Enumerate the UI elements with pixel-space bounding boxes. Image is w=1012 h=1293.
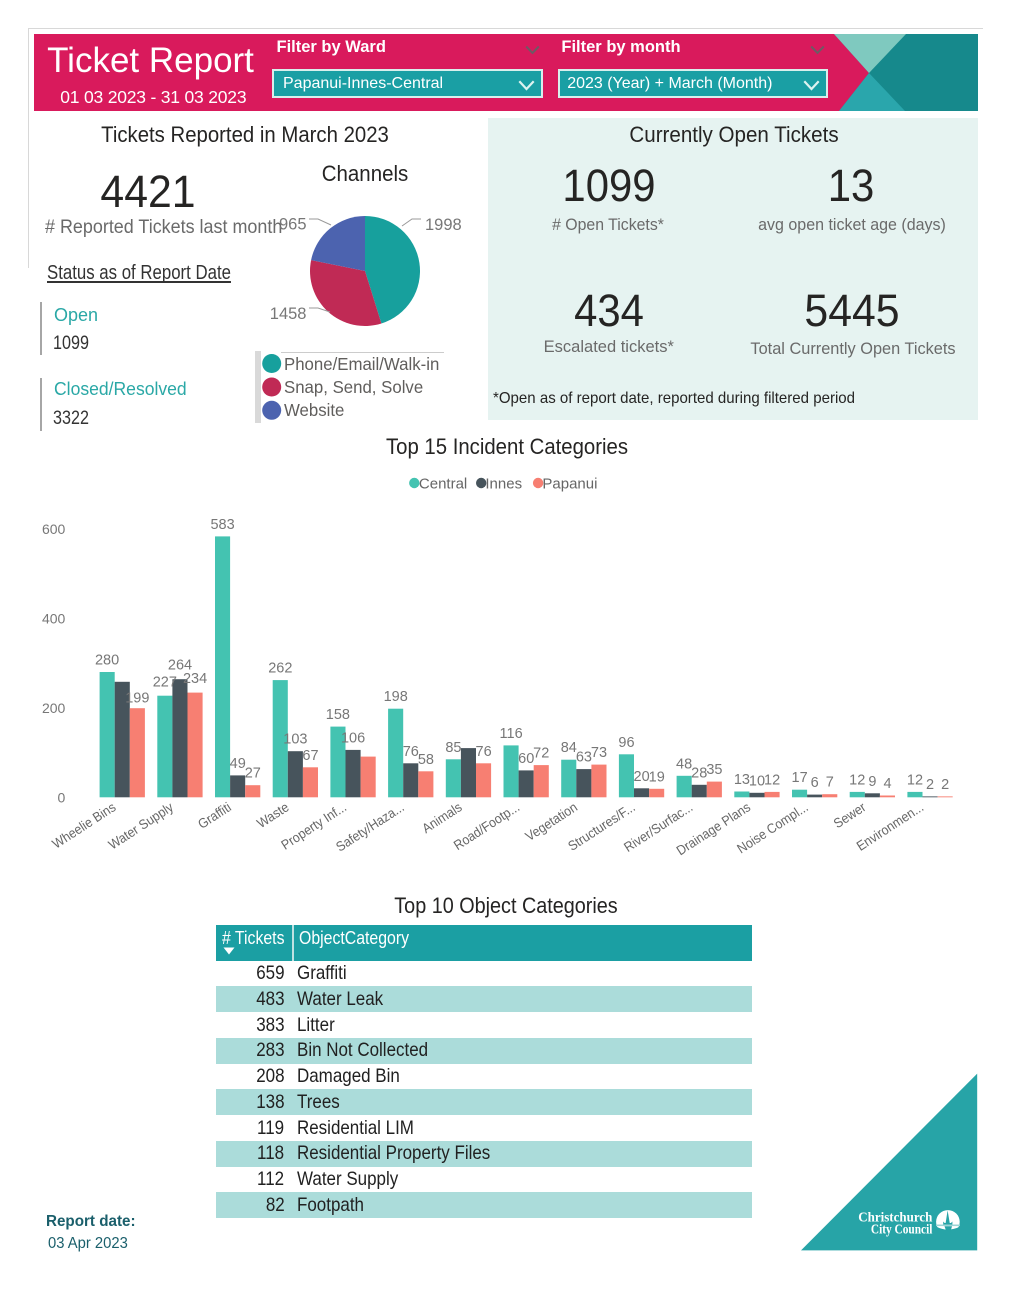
svg-text:106: 106 (341, 730, 365, 746)
svg-text:116: 116 (500, 726, 523, 742)
svg-text:12: 12 (907, 772, 923, 788)
svg-text:227: 227 (153, 675, 177, 691)
svg-text:73: 73 (591, 745, 607, 761)
svg-text:35: 35 (706, 762, 722, 778)
svg-text:72: 72 (533, 746, 549, 762)
svg-text:17: 17 (792, 770, 808, 786)
svg-text:10: 10 (749, 773, 765, 789)
svg-text:2: 2 (926, 777, 934, 793)
svg-text:27: 27 (245, 766, 261, 782)
svg-text:600: 600 (42, 521, 66, 537)
svg-text:20: 20 (634, 769, 650, 785)
svg-text:2: 2 (941, 777, 949, 793)
svg-text:12: 12 (764, 772, 780, 788)
svg-text:583: 583 (210, 517, 234, 533)
svg-text:67: 67 (302, 748, 318, 764)
svg-text:0: 0 (58, 789, 66, 805)
svg-text:Graffiti: Graffiti (195, 799, 234, 831)
svg-text:85: 85 (445, 740, 461, 756)
svg-text:12: 12 (849, 772, 865, 788)
svg-text:58: 58 (418, 752, 434, 768)
svg-text:199: 199 (125, 691, 149, 707)
svg-text:1998: 1998 (425, 216, 462, 234)
svg-text:200: 200 (42, 700, 66, 716)
svg-text:Christchurch: Christchurch (858, 1209, 933, 1224)
svg-text:4: 4 (883, 776, 891, 792)
svg-text:13: 13 (734, 772, 750, 788)
svg-text:Papanui: Papanui (542, 475, 597, 492)
svg-text:48: 48 (676, 756, 692, 772)
svg-text:9: 9 (868, 774, 876, 790)
svg-text:103: 103 (283, 732, 307, 748)
svg-text:63: 63 (576, 750, 592, 766)
svg-text:234: 234 (183, 671, 207, 687)
svg-text:49: 49 (230, 756, 246, 772)
svg-text:Animals: Animals (419, 799, 464, 836)
svg-text:Central: Central (419, 475, 467, 492)
svg-text:City Council: City Council (871, 1221, 933, 1236)
svg-text:Water Supply: Water Supply (106, 799, 176, 852)
svg-text:19: 19 (649, 769, 665, 785)
svg-text:400: 400 (42, 610, 66, 626)
svg-text:60: 60 (518, 751, 534, 767)
svg-text:84: 84 (561, 740, 577, 756)
svg-text:965: 965 (279, 215, 307, 233)
svg-text:280: 280 (95, 653, 119, 669)
svg-text:Innes: Innes (485, 475, 522, 492)
svg-text:1458: 1458 (270, 305, 307, 323)
svg-text:76: 76 (403, 744, 419, 760)
svg-text:28: 28 (691, 765, 707, 781)
svg-text:7: 7 (826, 775, 834, 791)
svg-text:Sewer: Sewer (831, 799, 869, 831)
svg-text:Waste: Waste (254, 799, 291, 831)
svg-text:198: 198 (384, 689, 408, 705)
svg-text:264: 264 (168, 658, 192, 674)
svg-text:6: 6 (811, 775, 819, 791)
svg-text:96: 96 (618, 735, 634, 751)
svg-text:76: 76 (476, 744, 492, 760)
svg-text:158: 158 (326, 707, 350, 723)
svg-text:262: 262 (268, 661, 292, 677)
